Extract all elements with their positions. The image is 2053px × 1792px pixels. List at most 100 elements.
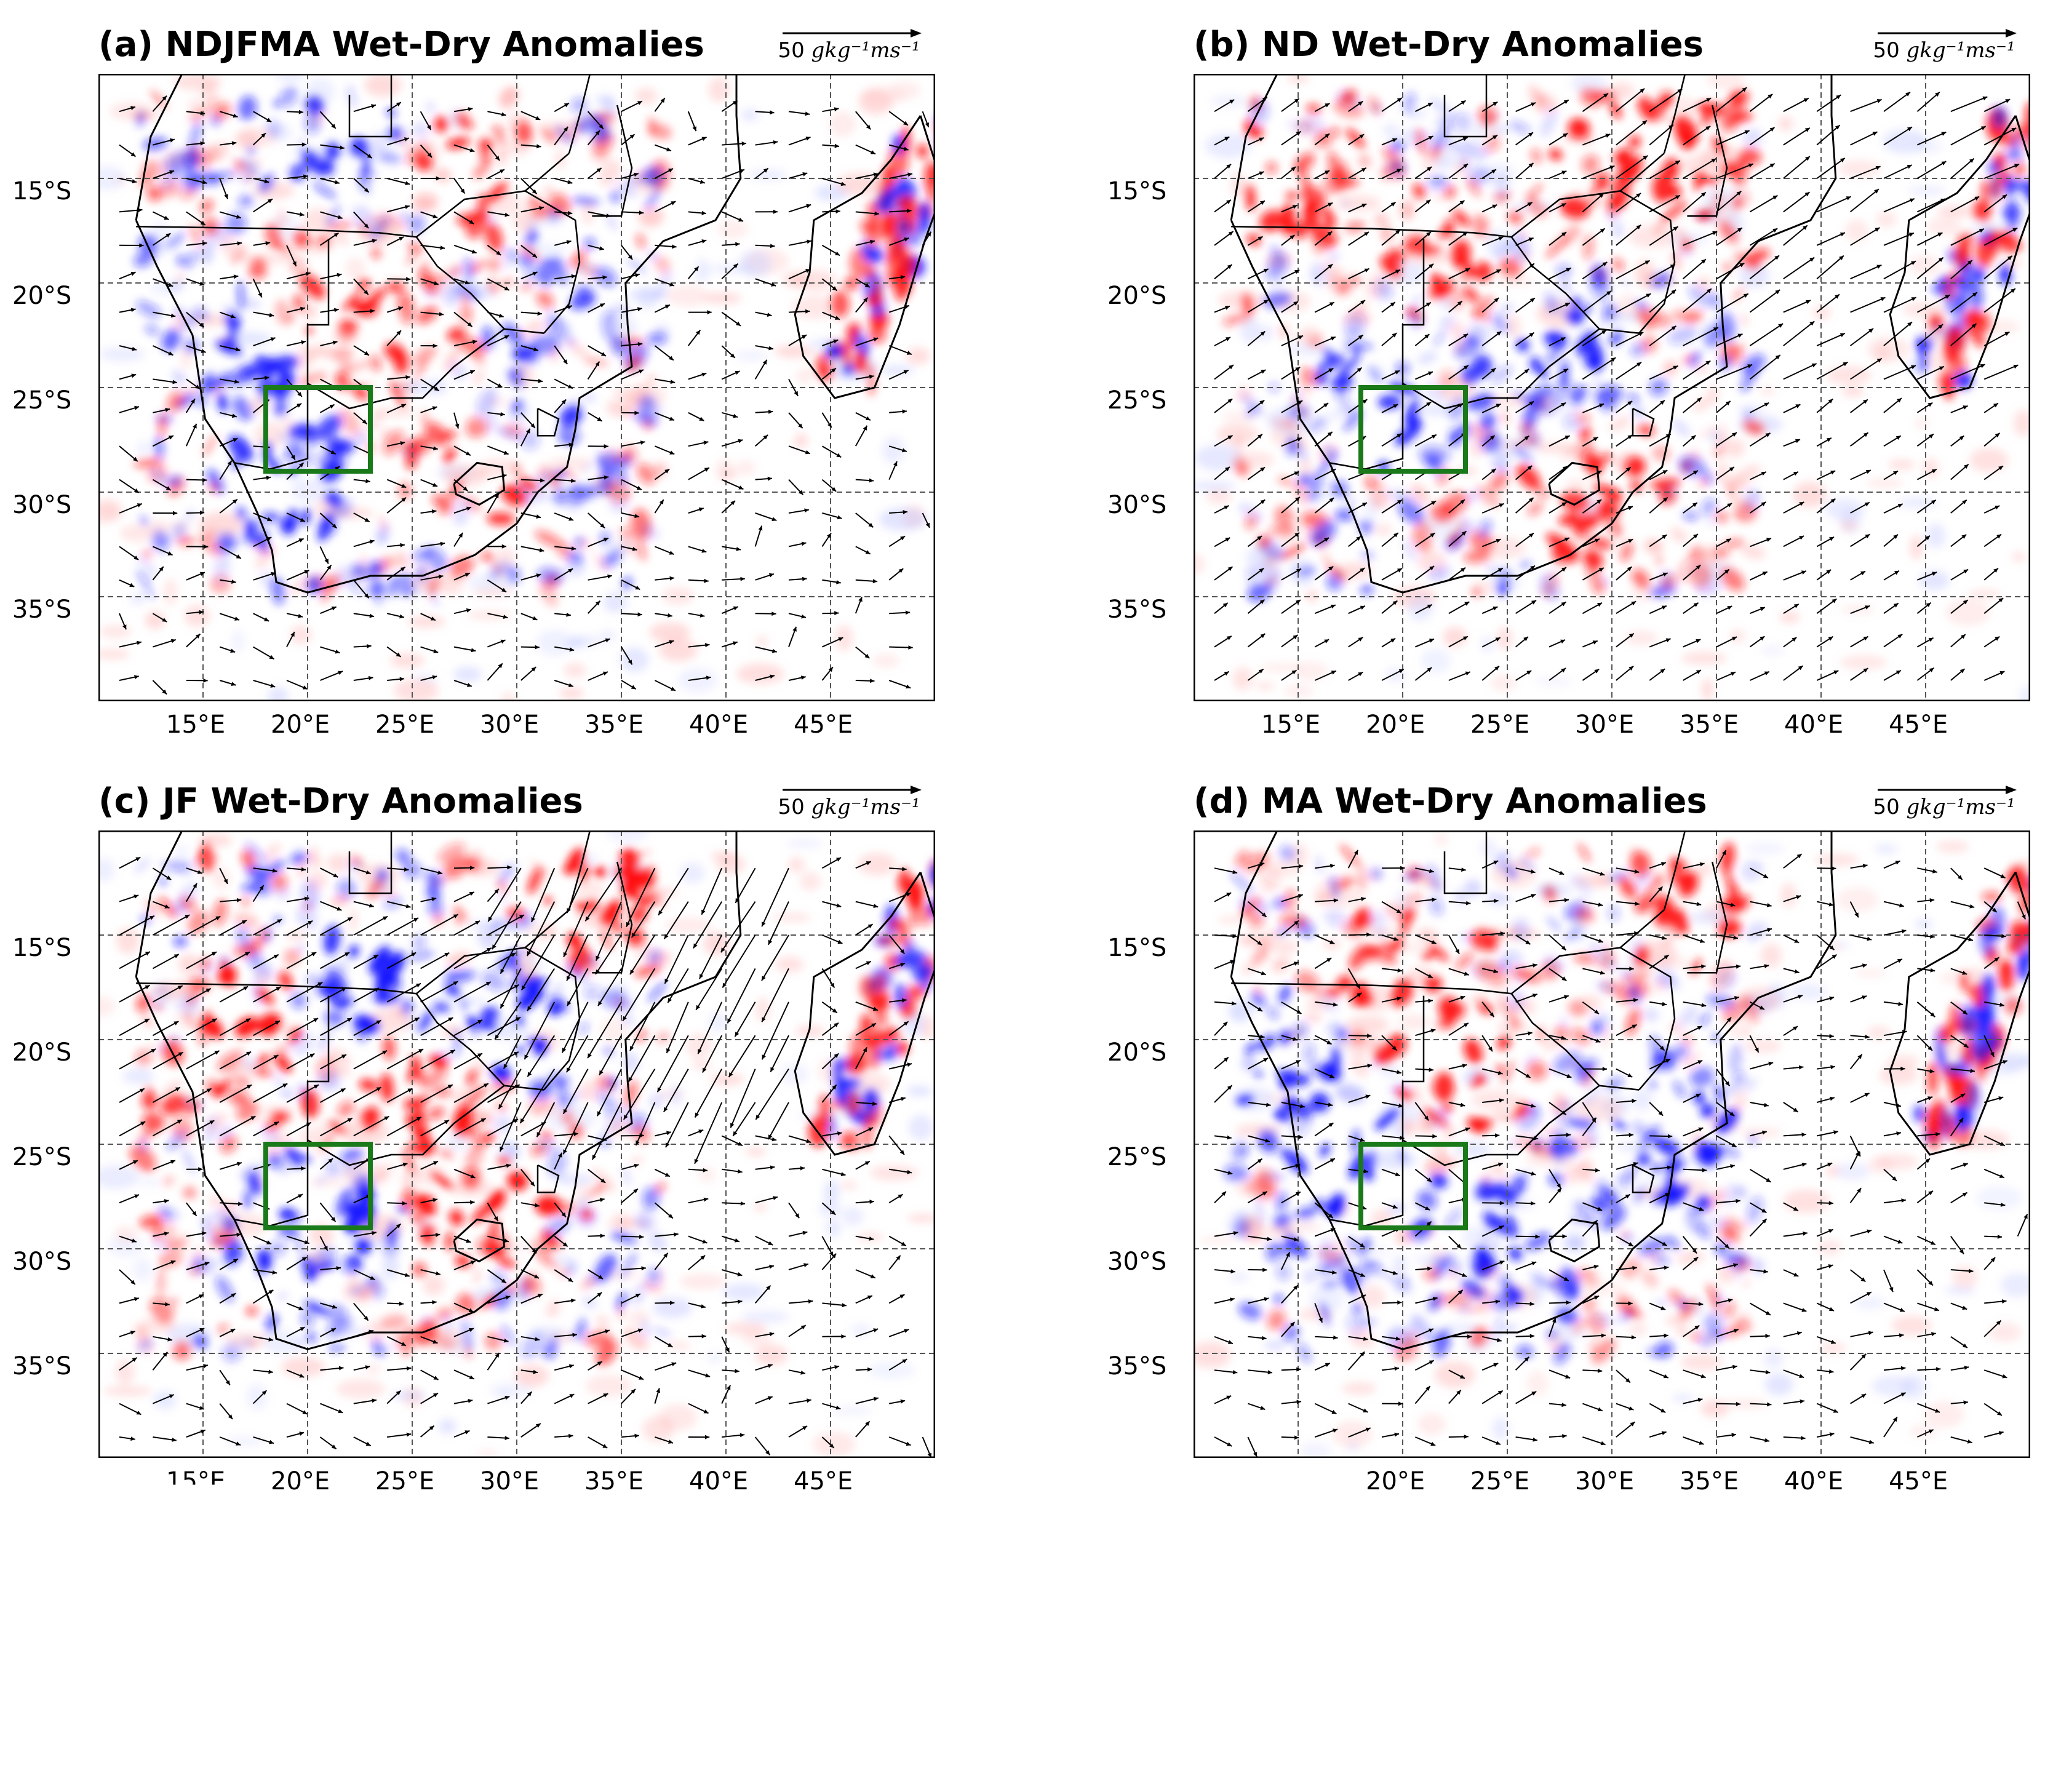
lat-tick-20s: 20°S [12,282,71,310]
lon-tick-45e: 45°E [794,1467,853,1495]
lat-tick-15s: 15°S [12,934,71,962]
anomaly-cell [861,86,906,105]
anomaly-cell [741,1310,789,1323]
anomaly-cell [920,904,931,926]
map-plot [98,74,935,701]
anomaly-cell [439,1419,456,1434]
anomaly-cell [408,616,445,627]
panel-title: (c) JF Wet-Dry Anomalies [98,781,583,821]
anomaly-cell [824,1179,839,1203]
anomaly-cell [604,592,628,612]
anomaly-cell [1915,335,1934,353]
panel-d: (d) MA Wet-Dry Anomalies 50 gkg⁻¹ms⁻¹ 15… [1194,781,2053,1519]
anomaly-cell [756,635,768,647]
anomaly-cell [867,364,875,396]
anomaly-cell [708,1012,728,1033]
anomaly-cell [786,838,823,848]
anomaly-cell [1875,844,1898,854]
anomaly-cell [710,1073,744,1086]
anomaly-cell [358,361,367,369]
anomaly-cell [496,1390,513,1398]
anomaly-cell [708,78,730,103]
anomaly-cell [840,1180,858,1190]
reference-vector-label: 50 gkg⁻¹ms⁻¹ [1861,38,2027,63]
lon-tick-30e: 30°E [480,1467,539,1495]
anomaly-cell [680,862,705,883]
panel-title: (d) MA Wet-Dry Anomalies [1194,781,1707,821]
anomaly-cell [383,1254,399,1280]
lon-tick-40e: 40°E [689,711,748,739]
anomaly-cell [1910,535,1923,560]
anomaly-cell [667,285,710,306]
lon-tick-45e: 45°E [1889,711,1948,739]
anomaly-cell [133,1258,152,1281]
anomaly-cell [1842,387,1864,397]
anomaly-cell [1948,354,1966,375]
lon-tick-40e: 40°E [689,1467,748,1495]
anomaly-cell [835,1077,848,1104]
anomaly-cell [145,611,165,629]
lat-tick-15s: 15°S [1107,177,1166,205]
anomaly-cell [1841,605,1875,613]
anomaly-cell [164,579,177,606]
anomaly-cell [1908,186,1946,196]
anomaly-cell [1982,180,1989,200]
anomaly-cell [137,441,149,455]
anomaly-cell [390,653,425,668]
anomaly-cell [863,1113,875,1125]
reference-vector: 50 gkg⁻¹ms⁻¹ [1861,25,2027,68]
anomaly-cell [1632,1089,1653,1111]
anomaly-cell [1915,138,1942,154]
lon-tick-40e: 40°E [1784,711,1843,739]
anomaly-cell [863,1088,879,1111]
panel-title: (b) ND Wet-Dry Anomalies [1194,25,1704,65]
anomaly-cell [1217,916,1243,924]
anomaly-cell [659,639,698,662]
anomaly-cell [1888,460,1915,470]
anomaly-cell [413,193,439,210]
anomaly-cell [704,292,741,304]
map-plot [1194,74,2030,701]
anomaly-cell [800,872,821,890]
anomaly-cell [847,1092,860,1116]
anomaly-cell [882,189,898,207]
anomaly-cell [1820,1343,1846,1353]
anomaly-cell [829,111,856,137]
anomaly-cell [754,1203,767,1211]
anomaly-cell [917,144,928,159]
lat-tick-35s: 35°S [12,595,71,624]
anomaly-cell [1876,212,1896,228]
anomaly-cell [247,1384,266,1410]
anomaly-cell [1566,479,1587,490]
anomaly-cell [1845,220,1868,242]
lat-tick-35s: 35°S [12,1352,71,1380]
anomaly-cell [862,337,869,359]
anomaly-cell [1866,479,1904,488]
anomaly-cell [566,637,584,649]
anomaly-cell [1701,679,1714,701]
anomaly-cell [1229,1273,1249,1281]
anomaly-cell [880,365,914,375]
anomaly-cell [1840,655,1887,669]
lon-tick-20e: 20°E [271,1467,330,1495]
anomaly-cell [686,1033,712,1059]
lon-tick-30e: 30°E [1575,711,1634,739]
anomaly-cell [907,1086,932,1097]
anomaly-cell [735,351,768,360]
anomaly-cell [291,479,327,502]
anomaly-cell [755,1344,787,1365]
anomaly-cell [1536,678,1573,685]
lon-tick-35e: 35°E [1680,711,1739,739]
anomaly-cell [1294,661,1328,680]
lon-tick-15e: 15°E [1261,711,1320,739]
anomaly-cell [559,687,583,699]
anomaly-cell [281,1357,324,1377]
anomaly-cell [906,348,930,365]
lon-tick-25e: 25°E [375,711,434,739]
anomaly-cell [2010,179,2029,191]
anomaly-cell [1964,311,1982,326]
reference-arrow-icon [781,27,923,39]
anomaly-cell [860,1013,869,1041]
anomaly-cell [872,654,899,668]
anomaly-cell [1492,1417,1509,1440]
